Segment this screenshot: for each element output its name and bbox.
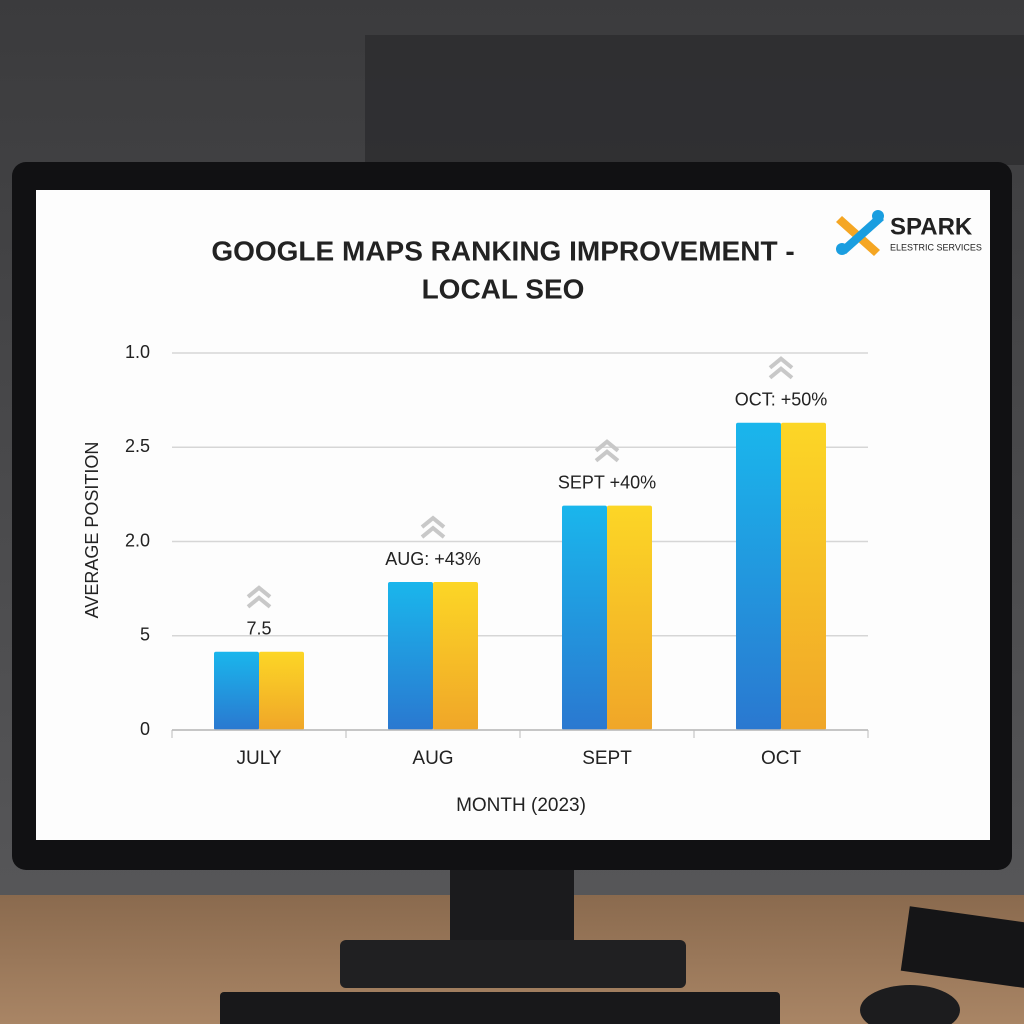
y-tick-label: 1.0 [125,342,150,362]
bar-left [388,582,433,730]
bar-right [433,582,478,730]
y-axis-label: AVERAGE POSITION [82,442,102,619]
chevron [246,585,272,609]
chevron [594,439,620,463]
bar-left [736,422,781,730]
y-tick-label: 5 [140,625,150,645]
bar-annotation: SEPT +40% [558,472,656,492]
chevron [420,515,446,539]
chart: GOOGLE MAPS RANKING IMPROVEMENT - LOCAL … [82,210,982,816]
monitor-neck [450,860,574,950]
bar-left [562,505,607,730]
chart-title: LOCAL SEO [422,273,585,304]
bar-right [781,422,826,730]
bar-right [607,505,652,730]
device [900,906,1024,991]
bar-annotation: AUG: +43% [385,549,481,569]
x-tick-label: JULY [236,748,281,769]
bar-right [259,651,304,730]
x-tick-label: OCT [761,748,802,769]
screen [36,190,990,840]
mouse [860,985,960,1029]
keyboard [220,992,780,1029]
bar-annotation: 7.5 [246,619,271,639]
x-axis-label: MONTH (2023) [456,795,586,816]
logo-tagline: ELESTRIC SERVICES [890,242,982,252]
y-tick-label: 2.0 [125,530,150,550]
y-tick-label: 0 [140,719,150,739]
x-tick-label: AUG [412,748,453,769]
chevron [768,356,794,380]
wall-frame [365,35,1024,165]
y-tick-label: 2.5 [125,436,150,456]
bar-annotation: OCT: +50% [735,389,828,409]
bar-left [214,651,259,730]
monitor-base [340,940,686,988]
logo-icon [836,210,884,256]
x-tick-label: SEPT [582,748,632,769]
logo-name: SPARK [890,213,973,240]
chart-title: GOOGLE MAPS RANKING IMPROVEMENT - [211,235,794,266]
